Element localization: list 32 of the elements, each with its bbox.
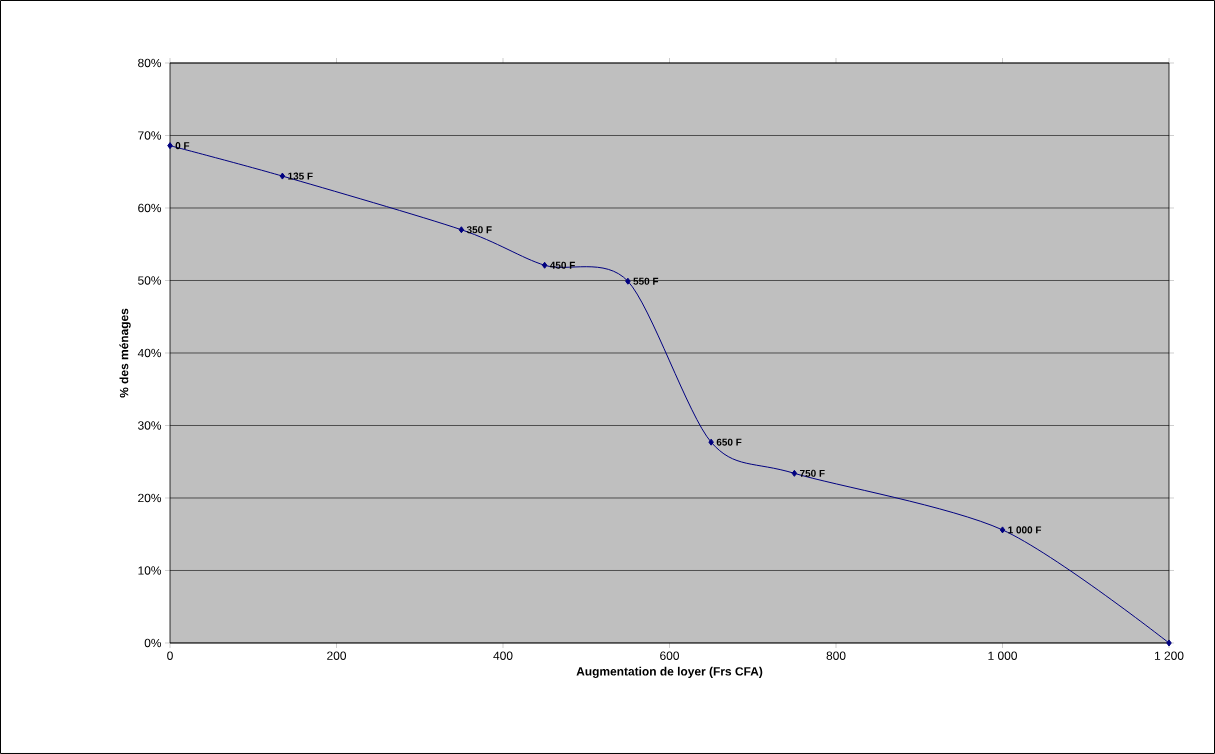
y-tick-label: 50% — [138, 276, 162, 285]
y-tick-label: 10% — [138, 566, 162, 575]
x-tick-label: 0 — [167, 651, 173, 660]
annotation: 350 F — [466, 226, 492, 234]
y-tick-label: 80% — [138, 58, 162, 68]
y-tick-label: 40% — [137, 348, 162, 358]
point — [541, 261, 548, 269]
y-tick-label: 0% — [144, 638, 162, 648]
x-tick-label: 1 000 — [988, 651, 1017, 660]
x-tick-label: 1 200 — [1154, 651, 1184, 660]
x-tick-label: 400 — [493, 651, 513, 660]
annotation: 135 F — [288, 172, 313, 180]
annotation: 650 F — [716, 438, 742, 446]
x-tick-label: 600 — [660, 651, 680, 660]
annotation: 1 000 F — [1008, 526, 1042, 534]
point — [458, 226, 465, 234]
point — [625, 277, 631, 285]
point — [708, 438, 714, 446]
y-tick-label: 70% — [138, 131, 162, 140]
y-tick-label: 20% — [138, 493, 162, 503]
annotation: 750 F — [799, 469, 825, 477]
point — [999, 526, 1006, 534]
point — [279, 172, 286, 180]
point — [791, 469, 798, 477]
point — [167, 142, 173, 150]
point — [1166, 639, 1172, 647]
y-tick-label: 60% — [138, 203, 162, 213]
x-tick-label: 200 — [327, 651, 347, 660]
x-tick-label: 800 — [826, 651, 846, 660]
y-tick-label: 30% — [138, 421, 162, 430]
x-axis-title: Augmentation de loyer (Frs CFA) — [576, 666, 763, 678]
y-axis-title: % des ménages — [119, 308, 131, 398]
